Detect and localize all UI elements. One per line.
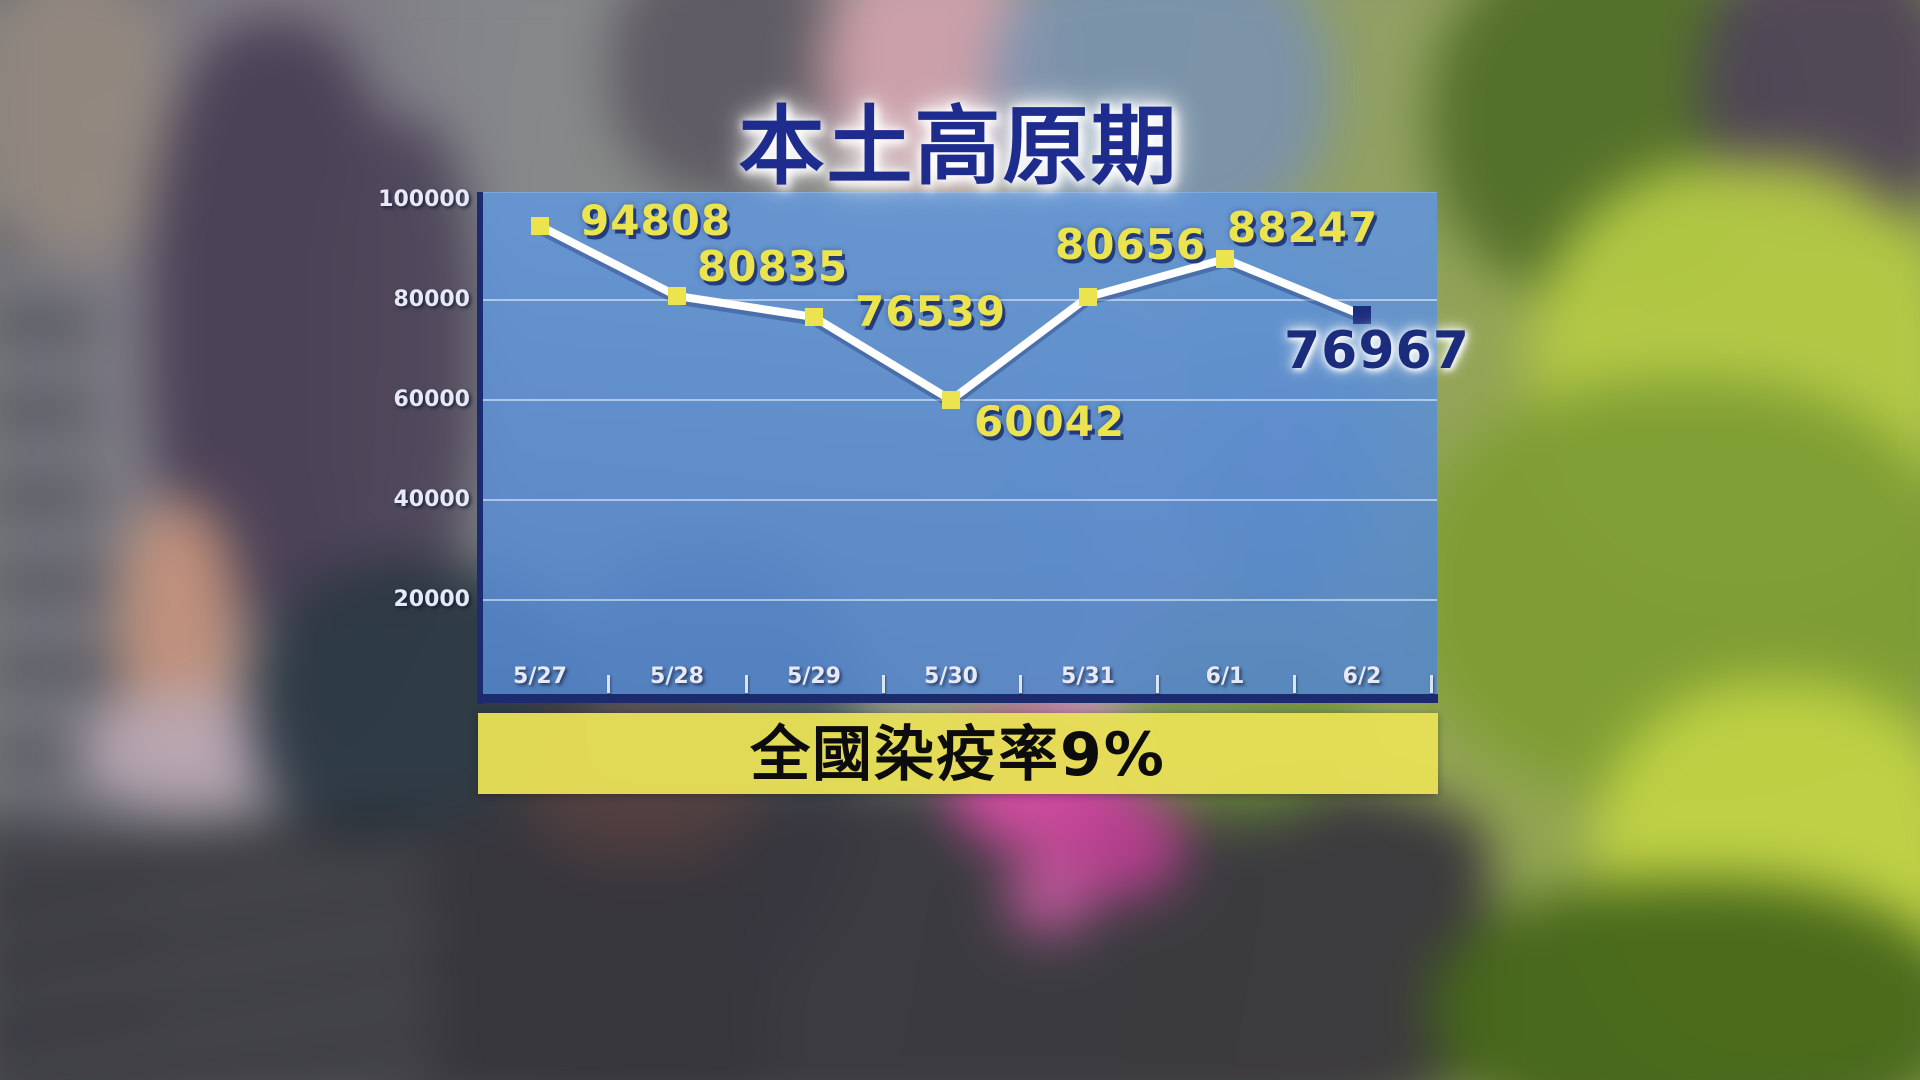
x-axis-tick <box>607 675 610 693</box>
data-value-label: 76539 <box>855 287 1007 336</box>
gridline <box>483 399 1437 401</box>
x-axis-label: 5/31 <box>1061 664 1115 689</box>
summary-banner: 全國染疫率9% <box>478 713 1438 794</box>
x-axis-tick <box>882 675 885 693</box>
x-axis-tick <box>745 675 748 693</box>
chart-panel <box>480 192 1437 703</box>
x-axis-label: 5/28 <box>650 664 704 689</box>
data-value-label: 60042 <box>974 397 1126 446</box>
summary-banner-text: 全國染疫率9% <box>750 720 1166 790</box>
y-axis-label: 100000 <box>378 187 470 212</box>
x-axis-tick <box>1019 675 1022 693</box>
x-axis-tick <box>1430 675 1433 693</box>
data-value-label: 88247 <box>1227 203 1379 252</box>
data-value-label: 94808 <box>580 196 732 245</box>
photo-blur-region <box>0 0 170 260</box>
x-axis-label: 6/1 <box>1205 664 1245 689</box>
gridline <box>483 599 1437 601</box>
x-axis-label: 5/30 <box>924 664 978 689</box>
y-axis-label: 80000 <box>393 287 470 312</box>
data-value-label: 80656 <box>1055 220 1207 269</box>
x-axis-label: 5/29 <box>787 664 841 689</box>
y-axis-label: 20000 <box>393 587 470 612</box>
y-axis-label: 40000 <box>393 487 470 512</box>
chart-title: 本土高原期 <box>738 97 1179 197</box>
data-value-label: 76967 <box>1284 321 1470 381</box>
x-axis-label: 6/2 <box>1342 664 1382 689</box>
photo-blur-region <box>1430 880 1920 1080</box>
data-value-label: 80835 <box>697 242 849 291</box>
x-axis-tick <box>1156 675 1159 693</box>
y-axis-line <box>477 192 483 704</box>
gridline <box>483 499 1437 501</box>
photo-blur-region <box>610 0 850 200</box>
x-axis-tick <box>1293 675 1296 693</box>
photo-blur-region <box>1005 855 1095 935</box>
photo-blur-region <box>330 120 480 600</box>
y-axis-label: 60000 <box>393 387 470 412</box>
x-axis-line <box>477 694 1438 703</box>
x-axis-label: 5/27 <box>513 664 567 689</box>
